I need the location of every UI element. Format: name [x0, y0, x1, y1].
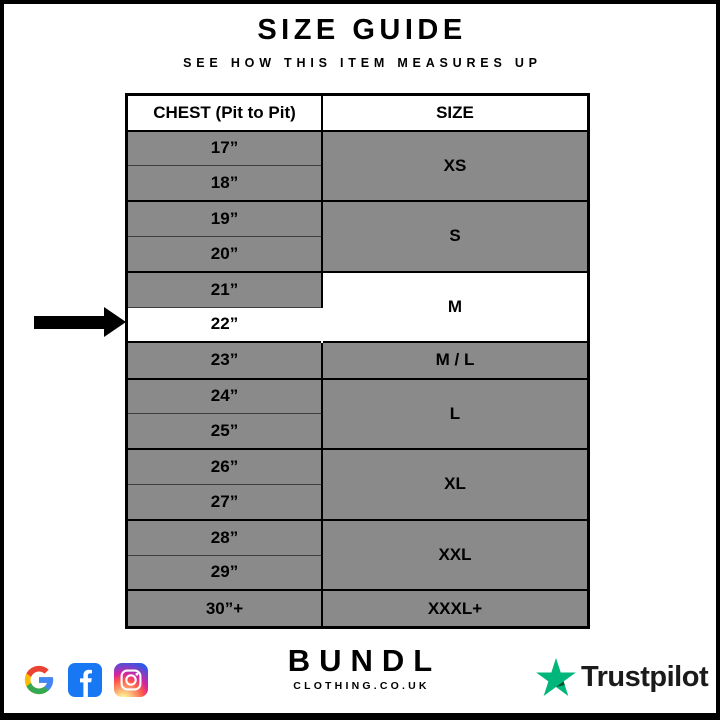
table-row: 19” S: [126, 200, 589, 272]
chest-cell: 26”: [126, 448, 323, 485]
brand-domain: CLOTHING.CO.UK: [293, 680, 430, 692]
table-header-row: CHEST (Pit to Pit) SIZE: [126, 94, 589, 132]
chest-cell: 27”: [126, 483, 323, 520]
chest-cell: 29”: [126, 554, 323, 591]
chest-cell: 30”+: [126, 589, 323, 628]
size-cell: L: [322, 377, 589, 450]
size-cell: XXXL+: [322, 589, 589, 628]
table-row: 29”: [126, 554, 589, 591]
size-cell: XS: [322, 130, 589, 202]
size-cell: S: [322, 200, 589, 272]
chest-cell: 21”: [126, 270, 323, 308]
table-row: 22”: [126, 306, 589, 343]
current-size-arrow-icon: [34, 307, 126, 337]
google-icon: [24, 665, 54, 695]
page-subtitle: SEE HOW THIS ITEM MEASURES UP: [183, 56, 542, 70]
table-row: 28” XXL: [126, 518, 589, 591]
table-row: 27”: [126, 483, 589, 520]
table-row: 20”: [126, 235, 589, 272]
chest-cell: 28”: [126, 518, 323, 556]
size-cell: XXL: [322, 518, 589, 591]
chest-cell: 23”: [126, 341, 323, 379]
page-title: SIZE GUIDE: [257, 14, 467, 46]
table-row: 21” M: [126, 270, 589, 343]
table-row: 26” XL: [126, 448, 589, 520]
brand-logo: BUNDL CLOTHING.CO.UK: [0, 645, 720, 692]
facebook-icon: [68, 663, 102, 697]
size-table-body: 17” XS 18” 19” S 20” 21” M 22” 23” M / L 24” L 25” 26”…: [126, 130, 589, 628]
chest-cell: 25”: [126, 413, 323, 450]
trustpilot-logo: Trustpilot: [536, 658, 709, 696]
instagram-icon: [114, 663, 148, 697]
chest-cell: 17”: [126, 130, 323, 166]
size-guide-table: CHEST (Pit to Pit) SIZE 17” XS 18” 19” S 20” 2…: [125, 93, 590, 629]
chest-cell: 24”: [126, 377, 323, 414]
size-cell: M / L: [322, 341, 589, 379]
trustpilot-label: Trustpilot: [581, 660, 709, 693]
table-row: 24” L: [126, 377, 589, 450]
size-cell: XL: [322, 448, 589, 520]
arrow-shaft: [34, 316, 105, 329]
table-row: 23” M / L: [126, 341, 589, 379]
social-icons: [22, 663, 148, 697]
table-row: 18”: [126, 165, 589, 202]
chest-cell: 20”: [126, 235, 323, 272]
brand-name: BUNDL: [287, 643, 442, 678]
chest-cell: 22”: [126, 306, 323, 343]
table-row: 30”+ XXXL+: [126, 589, 589, 628]
table-row: 17” XS: [126, 130, 589, 202]
arrow-head: [104, 307, 126, 337]
chest-cell: 18”: [126, 165, 323, 202]
table-row: 25”: [126, 413, 589, 450]
chest-column-header: CHEST (Pit to Pit): [126, 94, 323, 132]
size-column-header: SIZE: [322, 94, 589, 132]
size-cell: M: [322, 270, 589, 343]
chest-cell: 19”: [126, 200, 323, 237]
trustpilot-star-icon: [536, 658, 576, 696]
